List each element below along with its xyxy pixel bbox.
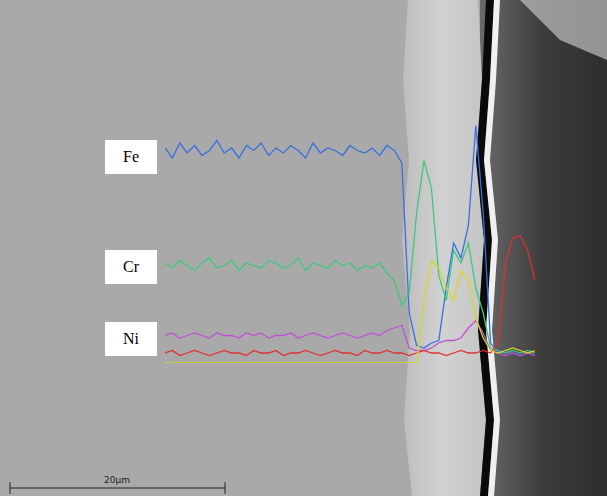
html-text:Ni: Ni	[123, 330, 139, 347]
html-text:Fe: Fe	[123, 148, 139, 165]
svg-text:20μm: 20μm	[104, 475, 130, 485]
html-text:Cr: Cr	[123, 258, 139, 275]
